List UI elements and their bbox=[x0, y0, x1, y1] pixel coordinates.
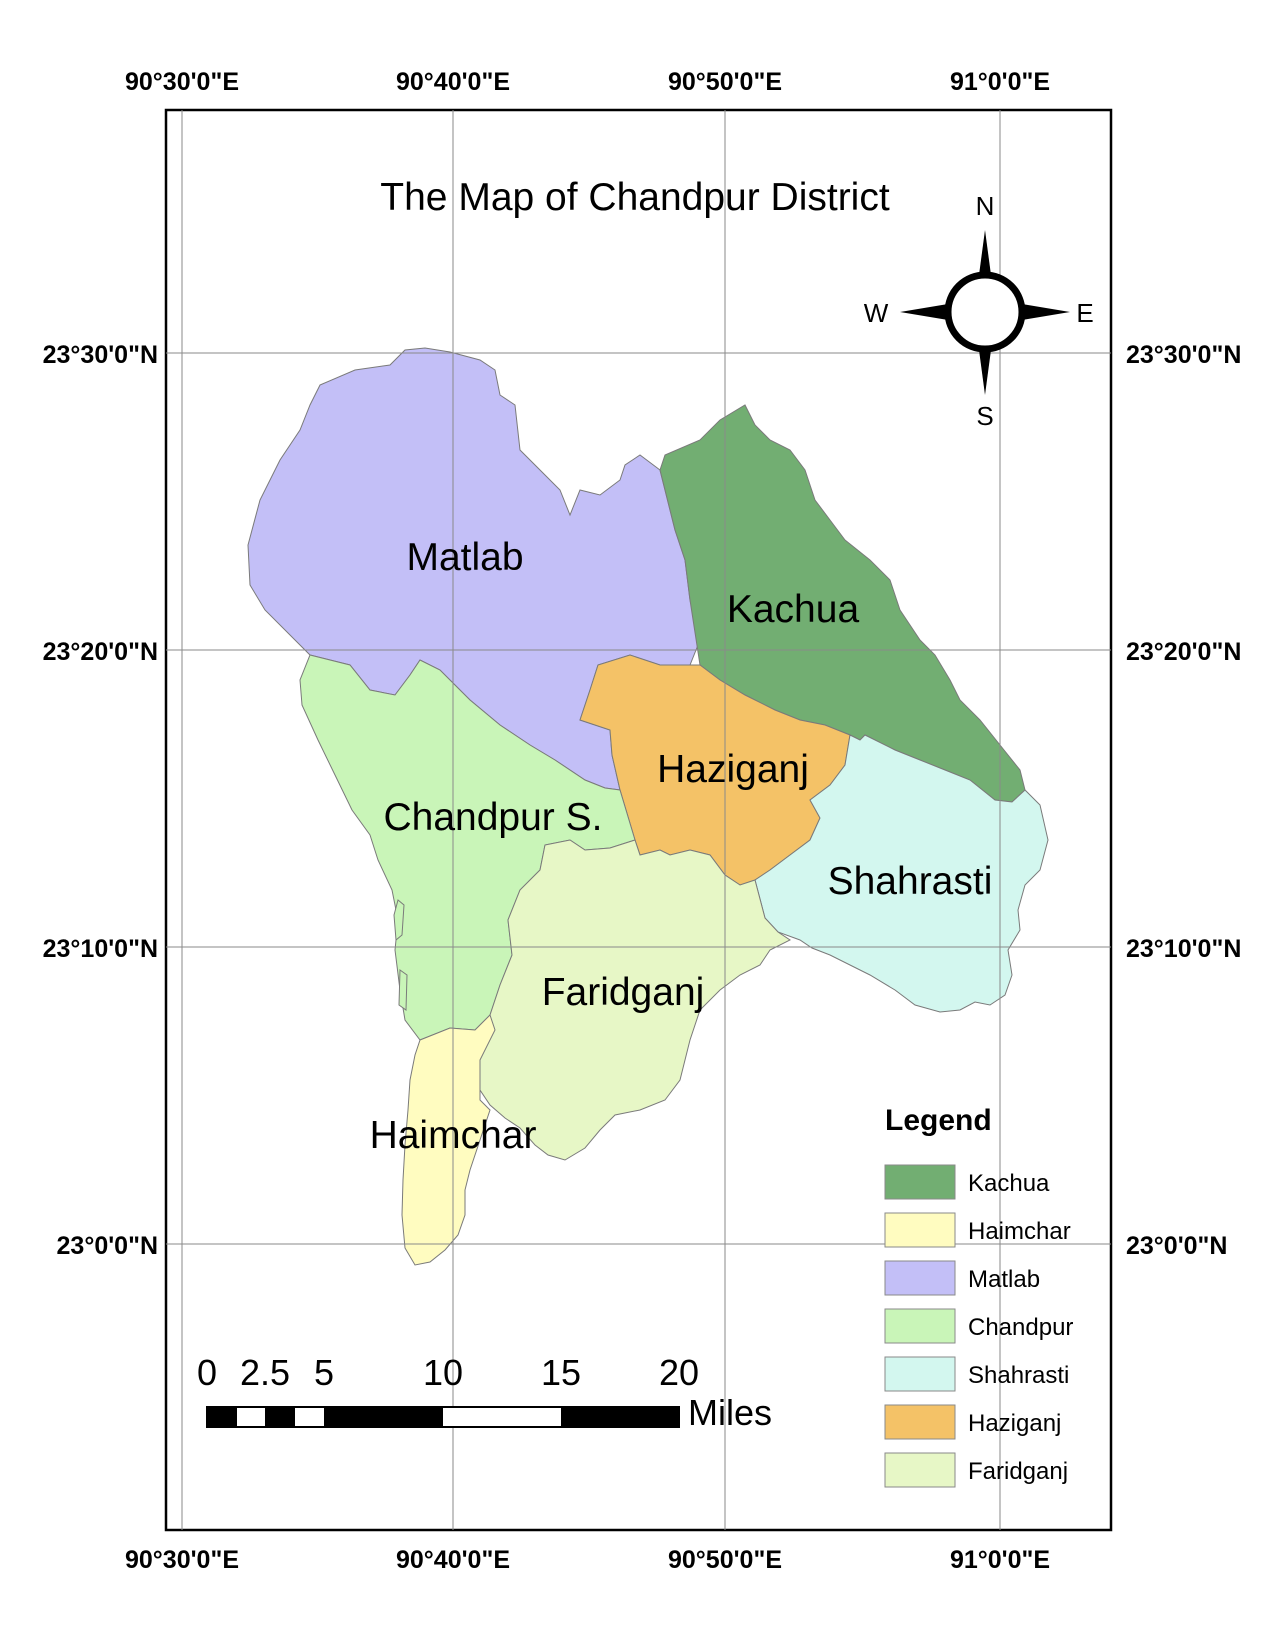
scale-segment-black bbox=[561, 1407, 679, 1427]
lon-label-90-30: 90°30'0"E bbox=[125, 68, 239, 96]
district-regions bbox=[247, 347, 1049, 1266]
legend-label: Kachua bbox=[968, 1170, 1050, 1197]
scale-label-20: 20 bbox=[659, 1352, 699, 1393]
legend-item-shahrasti: Shahrasti bbox=[884, 1356, 1069, 1392]
scale-label-10: 10 bbox=[423, 1352, 463, 1393]
legend-item-matlab: Matlab bbox=[884, 1260, 1040, 1296]
scale-label-15: 15 bbox=[541, 1352, 581, 1393]
legend-swatch bbox=[884, 1308, 956, 1344]
legend-label: Haimchar bbox=[968, 1218, 1071, 1245]
region-label-chandpur: Chandpur S. bbox=[384, 796, 603, 839]
right-latitude-labels: 23°30'0"N 23°20'0"N 23°10'0"N 23°0'0"N bbox=[1126, 341, 1241, 1260]
legend-swatch bbox=[884, 1404, 956, 1440]
lat-label-23-0: 23°0'0"N bbox=[57, 1232, 158, 1260]
region-label-haziganj: Haziganj bbox=[657, 748, 809, 791]
legend-swatch bbox=[884, 1164, 956, 1200]
compass-e-label: E bbox=[1076, 298, 1093, 328]
legend-swatch bbox=[884, 1452, 956, 1488]
island-shape bbox=[393, 899, 405, 942]
legend-swatch bbox=[884, 1356, 956, 1392]
lat-label-23-10: 23°10'0"N bbox=[43, 935, 158, 963]
legend-label: Chandpur bbox=[968, 1314, 1073, 1341]
lat-label-right-23-30: 23°30'0"N bbox=[1126, 341, 1241, 369]
scale-label-2-5: 2.5 bbox=[240, 1352, 290, 1393]
scale-segment-black bbox=[207, 1407, 237, 1427]
legend-item-faridganj: Faridganj bbox=[884, 1452, 1068, 1488]
lon-label-91-0: 91°0'0"E bbox=[950, 68, 1050, 96]
scale-label-0: 0 bbox=[197, 1352, 217, 1393]
bottom-longitude-labels: 90°30'0"E 90°40'0"E 90°50'0"E 91°0'0"E bbox=[125, 1546, 1050, 1574]
scale-bar-border bbox=[206, 1406, 680, 1428]
legend-title: Legend bbox=[885, 1104, 992, 1137]
region-label-matlab: Matlab bbox=[406, 536, 523, 579]
legend-swatch bbox=[884, 1212, 956, 1248]
region-label-shahrasti: Shahrasti bbox=[828, 860, 993, 903]
legend: Legend Kachua Haimchar Matlab Chandpur S… bbox=[884, 1104, 1073, 1488]
lat-label-right-23-10: 23°10'0"N bbox=[1126, 935, 1241, 963]
region-shahrasti bbox=[754, 734, 1049, 1013]
region-label-haimchar: Haimchar bbox=[370, 1114, 537, 1157]
scale-label-5: 5 bbox=[314, 1352, 334, 1393]
legend-label: Shahrasti bbox=[968, 1362, 1069, 1389]
left-latitude-labels: 23°30'0"N 23°20'0"N 23°10'0"N 23°0'0"N bbox=[43, 341, 158, 1260]
lon-label-bottom-90-50: 90°50'0"E bbox=[668, 1546, 782, 1574]
north-arrow: N S W E bbox=[864, 191, 1094, 431]
compass-w-label: W bbox=[864, 298, 889, 328]
scale-segment-black bbox=[324, 1407, 443, 1427]
legend-label: Haziganj bbox=[968, 1410, 1061, 1437]
scale-bar: 0 2.5 5 10 15 20 Miles bbox=[197, 1352, 772, 1433]
region-haimchar bbox=[401, 1014, 496, 1266]
lat-label-23-20: 23°20'0"N bbox=[43, 638, 158, 666]
legend-swatch bbox=[884, 1260, 956, 1296]
region-labels: Matlab Kachua Haziganj Chandpur S. Shahr… bbox=[370, 536, 993, 1157]
lon-label-bottom-90-30: 90°30'0"E bbox=[125, 1546, 239, 1574]
compass-ring bbox=[944, 271, 1026, 353]
top-longitude-labels: 90°30'0"E 90°40'0"E 90°50'0"E 91°0'0"E bbox=[125, 68, 1050, 96]
lat-label-right-23-0: 23°0'0"N bbox=[1126, 1232, 1227, 1260]
region-label-faridganj: Faridganj bbox=[542, 971, 705, 1014]
legend-item-haimchar: Haimchar bbox=[884, 1212, 1071, 1248]
compass-n-label: N bbox=[976, 191, 995, 221]
legend-item-haziganj: Haziganj bbox=[884, 1404, 1061, 1440]
lat-label-23-30: 23°30'0"N bbox=[43, 341, 158, 369]
lon-label-bottom-91-0: 91°0'0"E bbox=[950, 1546, 1050, 1574]
legend-label: Matlab bbox=[968, 1266, 1040, 1293]
lon-label-90-40: 90°40'0"E bbox=[396, 68, 510, 96]
scale-segment-black bbox=[265, 1407, 295, 1427]
lat-label-right-23-20: 23°20'0"N bbox=[1126, 638, 1241, 666]
lon-label-bottom-90-40: 90°40'0"E bbox=[396, 1546, 510, 1574]
island-shape bbox=[398, 969, 408, 1011]
legend-item-chandpur: Chandpur bbox=[884, 1308, 1073, 1344]
scale-unit-label: Miles bbox=[688, 1392, 772, 1433]
legend-label: Faridganj bbox=[968, 1458, 1068, 1485]
lon-label-90-50: 90°50'0"E bbox=[668, 68, 782, 96]
graticule bbox=[166, 110, 1111, 1530]
compass-s-label: S bbox=[976, 401, 993, 431]
legend-item-kachua: Kachua bbox=[884, 1164, 1050, 1200]
region-label-kachua: Kachua bbox=[727, 588, 860, 631]
map-title: The Map of Chandpur District bbox=[380, 176, 890, 219]
